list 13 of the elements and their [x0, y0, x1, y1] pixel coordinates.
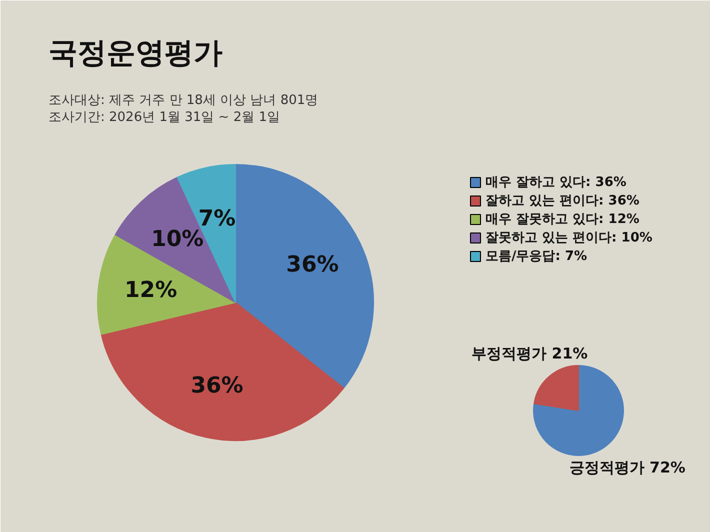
legend-label: 잘못하고 있는 편이다: 10% — [486, 230, 652, 246]
data-label: 12% — [124, 278, 178, 304]
data-label: 36% — [286, 252, 339, 278]
legend-label: 매우 잘못하고 있다: 12% — [486, 212, 640, 227]
chart-title: 국정운영평가 — [48, 36, 222, 70]
legend-label: 매우 잘하고 있다: 36% — [486, 175, 626, 190]
legend-label: 잘하고 있는 편이다: 36% — [486, 194, 640, 208]
legend-label: 모름/무응답: 7% — [486, 249, 588, 264]
slice-label: 부정적평가 21% — [472, 344, 588, 363]
data-label: 36% — [190, 374, 244, 399]
text: 조사대상: 제주 거주 만 18세 이상 남녀 801명 — [48, 93, 318, 108]
text: 조사기간: 2026년 1월 31일 ~ 2월 1일 — [48, 110, 280, 125]
slice-label: 긍정적평가 72% — [569, 458, 686, 476]
